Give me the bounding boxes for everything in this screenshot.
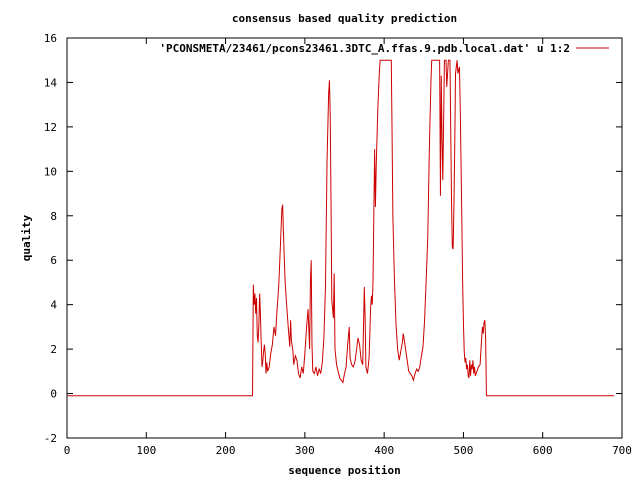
legend-label: 'PCONSMETA/23461/pcons23461.3DTC_A.ffas.… (159, 42, 570, 55)
x-tick-label: 0 (64, 444, 71, 457)
y-tick-label: 0 (50, 388, 57, 401)
x-tick-label: 200 (216, 444, 236, 457)
y-tick-label: -2 (44, 432, 57, 445)
y-tick-label: 8 (50, 210, 57, 223)
chart-title: consensus based quality prediction (232, 12, 457, 25)
legend: 'PCONSMETA/23461/pcons23461.3DTC_A.ffas.… (159, 42, 609, 55)
x-tick-label: 600 (533, 444, 553, 457)
y-tick-label: 10 (44, 165, 57, 178)
plot-area (67, 59, 615, 397)
x-tick-label: 700 (612, 444, 632, 457)
y-axis: -2 0 2 4 6 8 10 12 14 16 (44, 32, 622, 445)
y-axis-label: quality (20, 214, 33, 261)
y-tick-label: 6 (50, 254, 57, 267)
y-tick-label: 14 (44, 76, 58, 89)
x-axis-label: sequence position (288, 464, 401, 477)
series-line (67, 59, 615, 397)
plot-frame (66, 37, 623, 439)
y-tick-label: 4 (50, 299, 57, 312)
x-axis: 0 100 200 300 400 500 600 700 (64, 38, 632, 457)
x-tick-label: 100 (136, 444, 156, 457)
x-tick-label: 500 (453, 444, 473, 457)
y-tick-label: 16 (44, 32, 57, 45)
y-tick-label: 2 (50, 343, 57, 356)
x-tick-label: 400 (374, 444, 394, 457)
x-tick-label: 300 (295, 444, 315, 457)
y-tick-label: 12 (44, 121, 57, 134)
